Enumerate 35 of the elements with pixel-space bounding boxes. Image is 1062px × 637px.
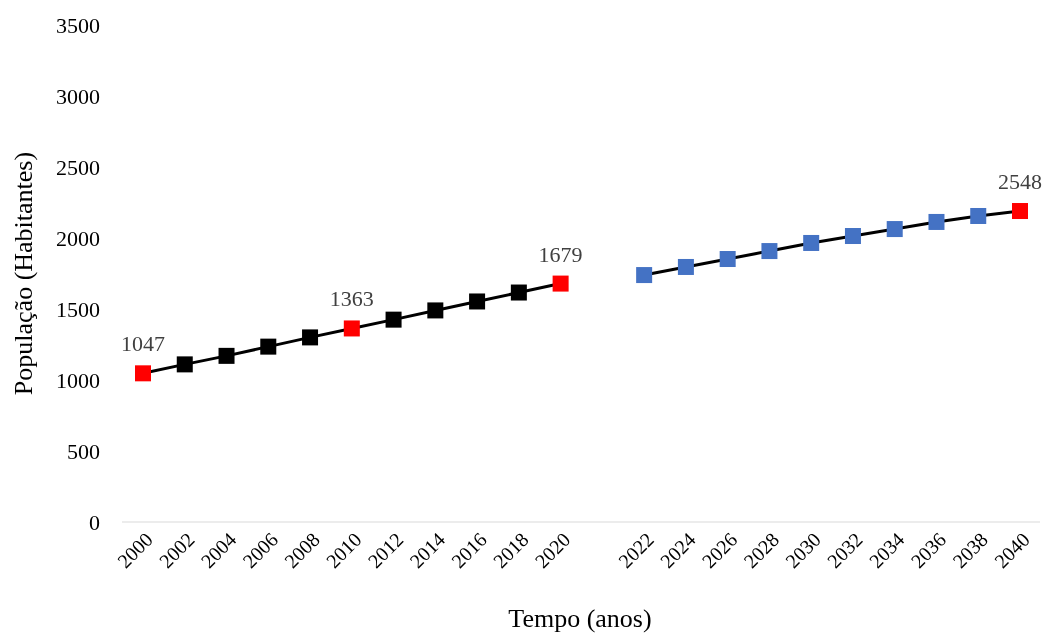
point (343, 320, 360, 337)
y-tick-label: 3500 (56, 12, 100, 38)
point (510, 284, 527, 301)
point (928, 213, 945, 230)
annotation: 2548 (998, 169, 1042, 195)
y-tick-label: 500 (67, 438, 100, 464)
point (427, 302, 444, 319)
point (135, 365, 151, 382)
point (970, 207, 987, 224)
y-tick-label: 3000 (56, 83, 100, 109)
annotation: 1679 (538, 241, 583, 267)
point (469, 293, 486, 310)
point (176, 356, 193, 373)
point (636, 267, 653, 284)
point (1012, 203, 1028, 220)
annotation: 1363 (329, 286, 374, 312)
y-tick-label: 2000 (56, 225, 100, 251)
point (218, 347, 235, 364)
point (677, 258, 694, 275)
point (761, 243, 778, 260)
y-tick-label: 1000 (56, 367, 100, 393)
y-tick-label: 0 (89, 509, 100, 535)
annotation: 1047 (121, 331, 165, 357)
point (385, 311, 402, 328)
point (302, 329, 319, 346)
y-tick-label: 1500 (56, 296, 100, 322)
point (260, 338, 277, 355)
y-axis-title: População (Habitantes) (9, 151, 38, 396)
point (803, 234, 820, 251)
point (552, 275, 569, 292)
x-axis-title: Tempo (anos) (508, 604, 652, 633)
point (886, 221, 903, 238)
y-tick-label: 2500 (56, 154, 100, 180)
point (844, 228, 861, 245)
point (719, 251, 736, 268)
